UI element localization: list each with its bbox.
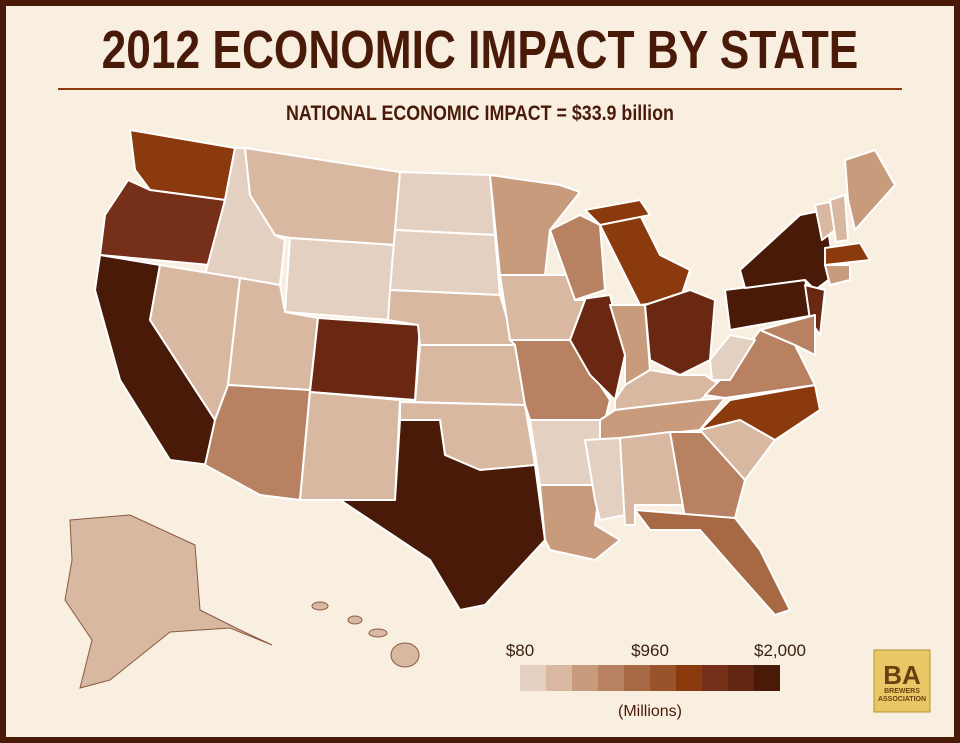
state xyxy=(829,194,849,243)
state xyxy=(824,264,851,286)
logo-name: BREWERS ASSOCIATION xyxy=(877,688,927,703)
state xyxy=(584,437,626,521)
legend-swatch xyxy=(520,665,546,691)
legend-swatch xyxy=(572,665,598,691)
state xyxy=(549,214,606,301)
state xyxy=(347,615,363,625)
title: 2012 ECONOMIC IMPACT BY STATE xyxy=(102,20,859,80)
legend-swatch xyxy=(676,665,702,691)
legend-swatch xyxy=(702,665,728,691)
state xyxy=(709,334,756,381)
legend: (Millions) $80 $960 $2,000 xyxy=(506,641,806,720)
logo: BA BREWERS ASSOCIATION xyxy=(873,649,931,713)
state xyxy=(824,242,871,266)
legend-swatch xyxy=(624,665,650,691)
state xyxy=(634,509,791,616)
state xyxy=(739,209,836,291)
legend-swatch xyxy=(650,665,676,691)
subtitle: NATIONAL ECONOMIC IMPACT = $33.9 billion xyxy=(286,102,674,126)
state xyxy=(284,237,396,321)
legend-swatch xyxy=(754,665,780,691)
logo-mark: BA xyxy=(883,660,921,690)
state xyxy=(299,391,401,501)
state xyxy=(311,601,329,611)
state xyxy=(389,229,501,296)
state xyxy=(390,642,420,668)
state xyxy=(759,314,816,356)
logo-name-box: BREWERS ASSOCIATION xyxy=(877,688,927,703)
state xyxy=(584,199,651,226)
state xyxy=(644,289,716,376)
state xyxy=(309,317,421,401)
legend-tick-label: $80 xyxy=(506,641,534,660)
legend-tick-label: $960 xyxy=(631,641,669,660)
logo-box xyxy=(873,649,931,713)
legend-tick-label: $2,000 xyxy=(754,641,806,660)
legend-unit: (Millions) xyxy=(618,703,682,720)
state xyxy=(699,384,821,441)
state xyxy=(64,514,273,689)
state xyxy=(844,149,896,231)
legend-swatch xyxy=(728,665,754,691)
legend-swatch xyxy=(546,665,572,691)
state xyxy=(368,628,388,638)
legend-swatch xyxy=(598,665,624,691)
state xyxy=(394,171,496,236)
state xyxy=(804,284,826,336)
states xyxy=(64,129,896,689)
state xyxy=(414,344,526,406)
state xyxy=(339,419,546,611)
